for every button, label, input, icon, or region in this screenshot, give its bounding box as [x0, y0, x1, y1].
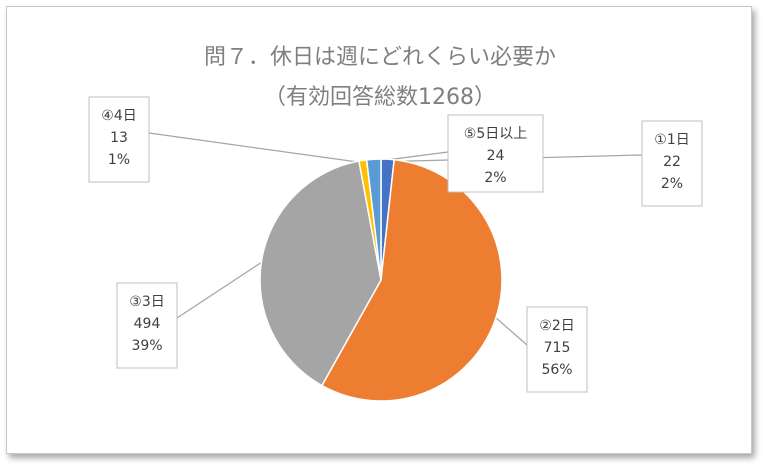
- data-label-category: ④4日: [101, 108, 136, 124]
- data-label-category: ②2日: [539, 318, 574, 334]
- data-label-count: 13: [110, 130, 128, 146]
- data-label-count: 24: [487, 148, 505, 164]
- data-label-count: 494: [134, 316, 161, 332]
- leader-line: [148, 132, 364, 164]
- pie-slice: [259, 160, 382, 387]
- data-label-percent: 2%: [661, 176, 683, 192]
- data-label-count: 22: [663, 154, 681, 170]
- data-label-box: [116, 282, 178, 369]
- chart-title: 問７．休日は週にどれくらい必要か: [204, 45, 556, 70]
- data-label-box: [447, 114, 544, 193]
- pie-slice: [365, 158, 382, 281]
- data-label-percent: 39%: [131, 338, 162, 354]
- data-label-percent: 1%: [108, 152, 130, 168]
- leader-line: [493, 315, 528, 346]
- data-label-box: [88, 96, 150, 183]
- data-label-category: ⑤5日以上: [464, 126, 527, 142]
- chart-subtitle: （有効回答総数1268）: [264, 85, 496, 110]
- leader-line: [176, 260, 265, 319]
- data-label-percent: 56%: [541, 362, 572, 378]
- data-label-percent: 2%: [484, 170, 506, 186]
- data-label-category: ①1日: [654, 132, 689, 148]
- data-label-box: [641, 120, 703, 207]
- data-label-category: ③3日: [129, 294, 164, 310]
- data-label-count: 715: [544, 340, 571, 356]
- data-label-box: [526, 306, 588, 393]
